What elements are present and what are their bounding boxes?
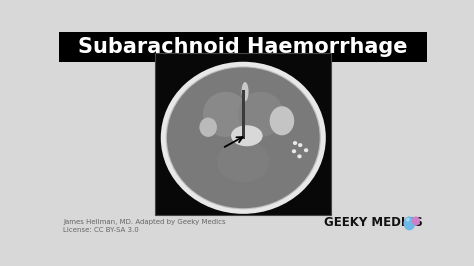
Text: Subarachnoid Haemorrhage: Subarachnoid Haemorrhage: [78, 37, 408, 57]
Ellipse shape: [298, 143, 302, 147]
Ellipse shape: [161, 62, 326, 214]
Ellipse shape: [293, 141, 297, 145]
Ellipse shape: [406, 218, 410, 222]
Ellipse shape: [200, 118, 217, 137]
Text: GEEKY MEDICS: GEEKY MEDICS: [324, 216, 422, 229]
Ellipse shape: [297, 154, 301, 158]
Ellipse shape: [304, 148, 308, 152]
Bar: [59, 32, 427, 62]
Ellipse shape: [231, 125, 263, 146]
Text: James Hellman, MD. Adapted by Geeky Medics
License: CC BY-SA 3.0: James Hellman, MD. Adapted by Geeky Medi…: [63, 219, 226, 233]
Ellipse shape: [166, 66, 321, 209]
Bar: [155, 53, 331, 215]
Bar: [242, 90, 245, 139]
Ellipse shape: [203, 92, 248, 137]
Ellipse shape: [167, 67, 319, 208]
Ellipse shape: [217, 140, 270, 182]
Ellipse shape: [242, 82, 248, 101]
Ellipse shape: [292, 149, 296, 153]
Ellipse shape: [412, 216, 420, 226]
Ellipse shape: [238, 92, 283, 137]
Ellipse shape: [403, 217, 415, 230]
Ellipse shape: [270, 106, 294, 135]
